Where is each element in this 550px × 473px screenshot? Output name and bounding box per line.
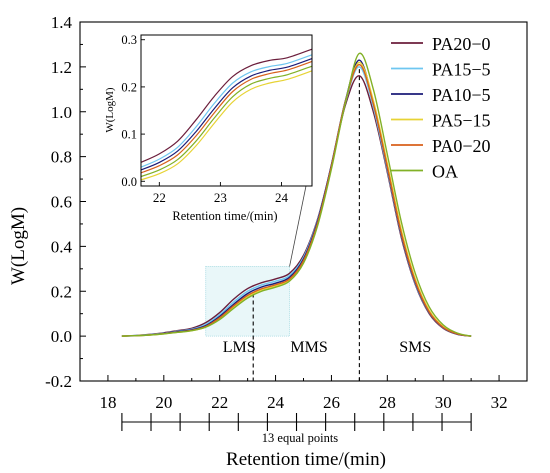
x-tick-label: 22 [211, 393, 228, 412]
inset-y-tick-label: 0.2 [121, 80, 137, 94]
inset-y-tick-label: 0.0 [121, 175, 137, 189]
region-label-sms: SMS [399, 339, 431, 356]
inset-series-line-0 [140, 48, 313, 163]
series-line-5 [121, 52, 472, 337]
y-tick-label: 0.8 [51, 148, 72, 167]
x-tick-label: 24 [267, 393, 285, 412]
equal-points-label: 13 equal points [262, 431, 339, 445]
y-tick-label: 1.0 [51, 103, 72, 122]
inset-y-axis-title: W(LogM) [104, 87, 116, 133]
y-tick-label: 1.4 [51, 13, 73, 32]
inset-y-tick-label: 0.3 [121, 33, 137, 47]
inset-series-line-3 [140, 70, 313, 181]
legend-label: OA [432, 162, 458, 182]
zoom-box [205, 266, 290, 337]
inset-x-tick-label: 23 [214, 190, 227, 205]
legend-label: PA20−0 [432, 34, 491, 54]
legend-label: PA15−5 [432, 60, 491, 80]
inset-x-axis-title: Retention time/(min) [172, 209, 277, 223]
inset-chart: 0.0 0.1 0.2 0.3 22 23 24 W(LogM) Retention time/… [104, 33, 313, 267]
y-tick-label: -0.2 [45, 372, 72, 391]
inset-series-line-4 [140, 60, 313, 174]
inset-series-line-1 [140, 54, 313, 168]
y-tick-label: 0.4 [51, 237, 73, 256]
x-tick-label: 32 [491, 393, 508, 412]
legend-label: PA0−20 [432, 136, 491, 156]
inset-x-tick-label: 24 [275, 190, 289, 205]
y-tick-label: 1.2 [51, 58, 72, 77]
x-tick-label: 20 [155, 393, 172, 412]
y-tick-label: 0.6 [51, 193, 72, 212]
legend-label: PA10−5 [432, 85, 491, 105]
main-chart: W(LogM) Retention time/(min) -0.20.00.20… [8, 13, 528, 470]
zoom-connector-line [289, 185, 307, 267]
inset-x-tick-label: 22 [153, 190, 166, 205]
inset-series-line-2 [140, 58, 313, 171]
legend-label: PA5−15 [432, 111, 491, 131]
y-axis-title: W(LogM) [8, 207, 29, 285]
x-tick-label: 30 [435, 393, 452, 412]
x-tick-label: 28 [379, 393, 396, 412]
x-tick-label: 26 [323, 393, 340, 412]
region-label-mms: MMS [290, 339, 327, 356]
region-label-lms: LMS [223, 339, 256, 356]
inset-series-line-5 [140, 65, 313, 178]
x-tick-label: 18 [99, 393, 116, 412]
inset-frame [140, 34, 313, 187]
y-tick-label: 0.2 [51, 282, 72, 301]
inset-y-tick-label: 0.1 [121, 128, 137, 142]
x-axis-title: Retention time/(min) [226, 449, 386, 470]
y-tick-label: 0.0 [51, 327, 72, 346]
